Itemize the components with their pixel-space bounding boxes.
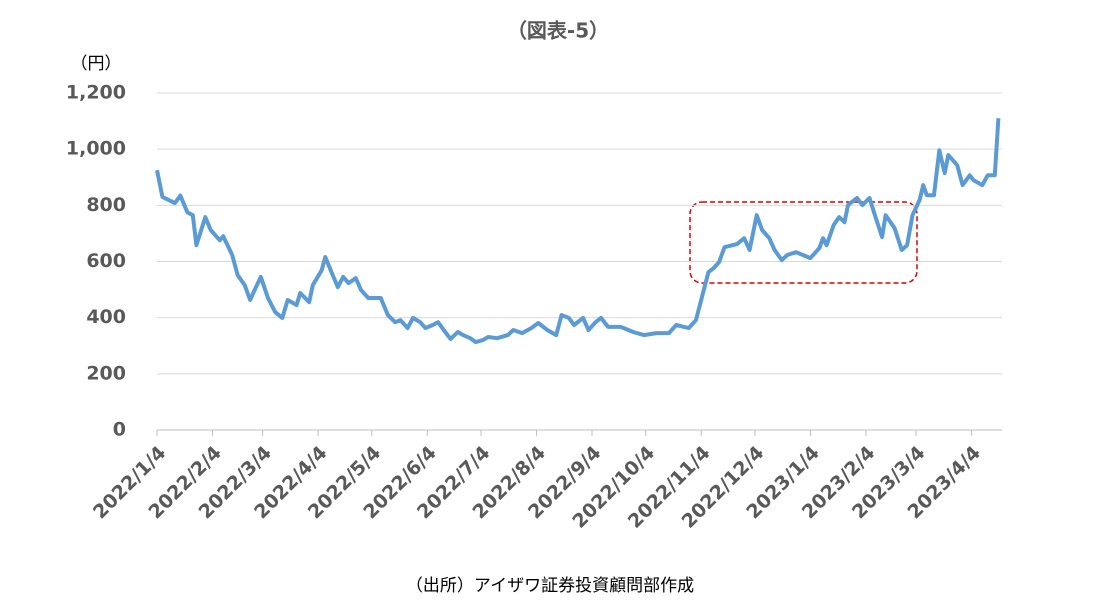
price-line — [155, 118, 1001, 345]
y-tick-label: 1,200 — [66, 82, 126, 104]
y-tick-label: 800 — [86, 194, 126, 216]
y-unit-label: （円） — [71, 54, 122, 74]
y-tick-label: 200 — [86, 362, 126, 384]
highlight-box — [689, 201, 918, 284]
y-tick-label: 1,000 — [66, 138, 126, 160]
y-tick-label: 600 — [86, 250, 126, 272]
y-tick-label: 400 — [86, 306, 126, 328]
y-tick-label: 0 — [113, 419, 126, 441]
source-note: （出所）アイザワ証券投資顧問部作成 — [406, 576, 694, 596]
chart-title: （図表-5） — [507, 19, 609, 43]
